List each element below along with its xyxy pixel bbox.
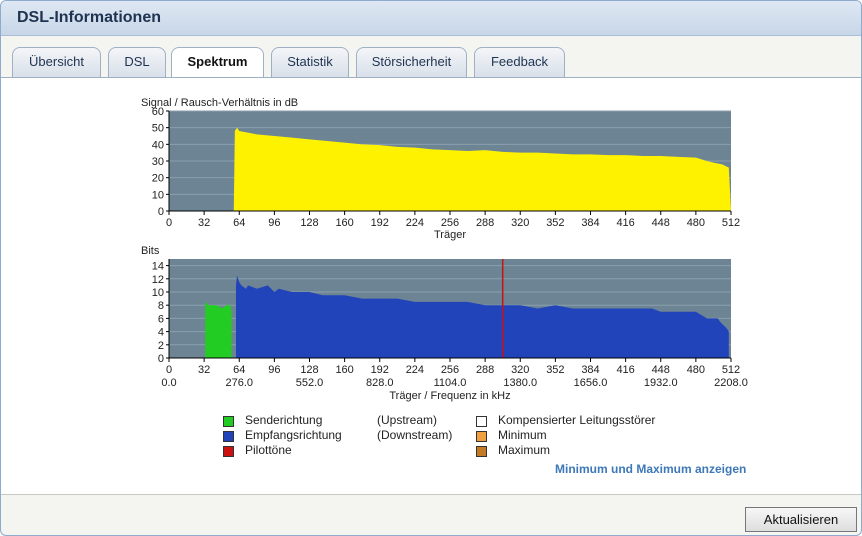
maximum-swatch — [476, 446, 487, 457]
x-axis-label: Träger / Frequenz in kHz — [389, 390, 510, 402]
x-tick-label: 160 — [335, 217, 353, 229]
x-tick-label: 96 — [268, 364, 280, 376]
x-tick-label: 256 — [441, 217, 459, 229]
x-tick-label: 512 — [722, 217, 740, 229]
tab-feedback[interactable]: Feedback — [474, 47, 565, 77]
x-tick-label: 320 — [511, 217, 529, 229]
series-area — [235, 275, 729, 358]
page-title: DSL-Informationen — [17, 9, 161, 26]
x-tick-label: 64 — [233, 217, 245, 229]
tab-statistik[interactable]: Statistik — [271, 47, 349, 77]
downstream-swatch — [223, 431, 234, 442]
legend-compensated-label: Kompensierter Leitungsstörer — [498, 413, 656, 427]
y-tick-label: 6 — [158, 313, 164, 325]
y-tick-label: 0 — [158, 353, 164, 365]
y-tick-label: 60 — [152, 106, 164, 118]
y-tick-label: 30 — [152, 156, 164, 168]
x-tick-label: 448 — [652, 364, 670, 376]
series-area — [169, 127, 731, 211]
x-tick-label: 128 — [300, 217, 318, 229]
series-area — [205, 301, 232, 358]
y-tick-label: 14 — [152, 261, 164, 273]
x-tick-label: 32 — [198, 364, 210, 376]
legend-maximum-label: Maximum — [498, 443, 551, 457]
x-tick-label: 0 — [166, 217, 172, 229]
legend-upstream-label: Senderichtung — [245, 413, 323, 427]
freq-tick-label: 828.0 — [366, 377, 394, 389]
x-tick-label: 352 — [546, 217, 564, 229]
legend-downstream-label: Empfangsrichtung — [245, 428, 342, 442]
legend-minimum-label: Minimum — [498, 428, 547, 442]
x-tick-label: 192 — [371, 217, 389, 229]
y-tick-label: 40 — [152, 139, 164, 151]
freq-tick-label: 1932.0 — [644, 377, 678, 389]
x-tick-label: 32 — [198, 217, 210, 229]
y-tick-label: 50 — [152, 123, 164, 135]
x-tick-label: 384 — [581, 364, 599, 376]
legend-pilot-label: Pilottöne — [245, 443, 292, 457]
legend-downstream-qualifier: (Downstream) — [377, 428, 453, 442]
x-tick-label: 352 — [546, 364, 564, 376]
tab-dsl[interactable]: DSL — [108, 47, 166, 77]
y-tick-label: 8 — [158, 300, 164, 312]
freq-tick-label: 276.0 — [225, 377, 253, 389]
freq-tick-label: 0.0 — [161, 377, 176, 389]
x-tick-label: 480 — [687, 217, 705, 229]
chart-title: Signal / Rausch-Verhältnis in dB — [141, 97, 298, 109]
x-tick-label: 64 — [233, 364, 245, 376]
x-tick-label: 288 — [476, 217, 494, 229]
chart-title: Bits — [141, 245, 160, 257]
pilot-swatch — [223, 446, 234, 457]
show-minmax-link[interactable]: Minimum und Maximum anzeigen — [555, 462, 747, 476]
y-tick-label: 10 — [152, 287, 164, 299]
x-tick-label: 96 — [268, 217, 280, 229]
freq-tick-label: 1656.0 — [574, 377, 608, 389]
x-tick-label: 384 — [581, 217, 599, 229]
upstream-swatch — [223, 416, 234, 427]
freq-tick-label: 2208.0 — [714, 377, 748, 389]
x-axis-label: Träger — [434, 229, 466, 241]
x-tick-label: 192 — [371, 364, 389, 376]
x-tick-label: 224 — [406, 217, 424, 229]
x-tick-label: 512 — [722, 364, 740, 376]
refresh-button[interactable]: Aktualisieren — [745, 507, 857, 532]
freq-tick-label: 1380.0 — [503, 377, 537, 389]
x-tick-label: 416 — [616, 217, 634, 229]
x-tick-label: 128 — [300, 364, 318, 376]
x-tick-label: 288 — [476, 364, 494, 376]
compensated-swatch — [476, 416, 487, 427]
x-tick-label: 448 — [652, 217, 670, 229]
tab-spektrum[interactable]: Spektrum — [171, 47, 264, 79]
freq-tick-label: 1104.0 — [434, 377, 467, 389]
x-tick-label: 224 — [406, 364, 424, 376]
x-tick-label: 0 — [166, 364, 172, 376]
y-tick-label: 2 — [158, 340, 164, 352]
legend-upstream-qualifier: (Upstream) — [377, 413, 438, 427]
x-tick-label: 320 — [511, 364, 529, 376]
x-tick-label: 256 — [441, 364, 459, 376]
minimum-swatch — [476, 431, 487, 442]
freq-tick-label: 552.0 — [296, 377, 324, 389]
y-tick-label: 12 — [152, 274, 164, 286]
tab-uebersicht[interactable]: Übersicht — [12, 47, 101, 77]
x-tick-label: 160 — [335, 364, 353, 376]
y-tick-label: 0 — [158, 206, 164, 218]
y-tick-label: 20 — [152, 173, 164, 185]
y-tick-label: 4 — [158, 327, 164, 339]
snr-chart: Signal / Rausch-Verhältnis in dB 0 10 20 30 4… — [141, 97, 740, 241]
x-tick-label: 480 — [687, 364, 705, 376]
title-bar: DSL-Informationen — [1, 1, 861, 36]
tab-stoersicherheit[interactable]: Störsicherheit — [356, 47, 467, 77]
x-tick-label: 416 — [616, 364, 634, 376]
y-tick-label: 10 — [152, 189, 164, 201]
